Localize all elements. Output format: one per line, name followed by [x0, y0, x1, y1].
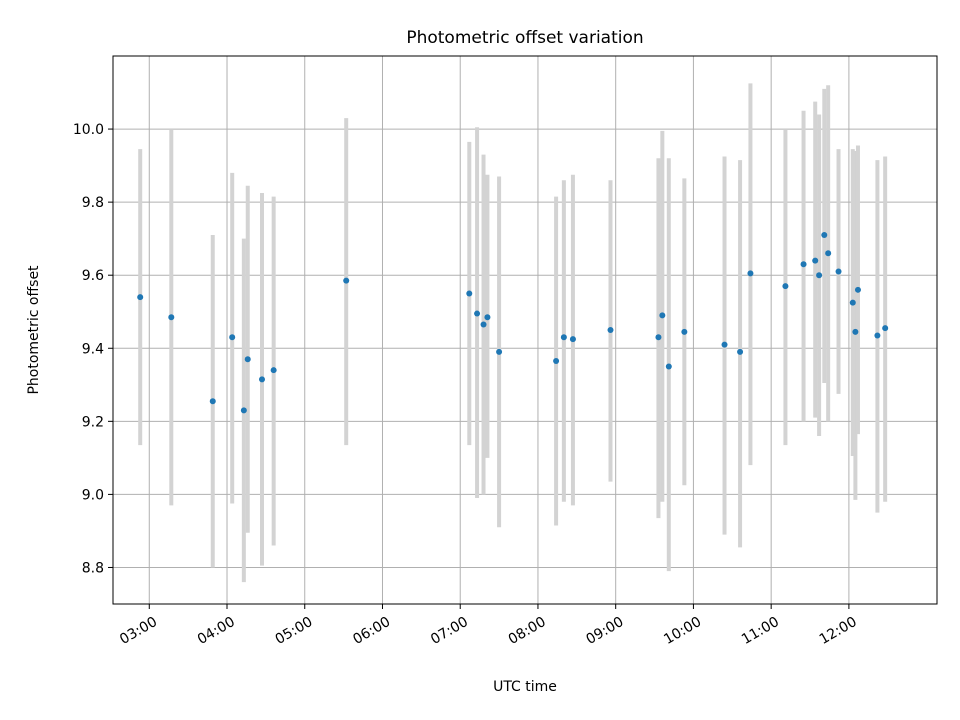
data-point [782, 283, 789, 290]
data-point [852, 328, 859, 335]
y-tick-label: 9.8 [82, 195, 104, 211]
chart-title: Photometric offset variation [406, 28, 643, 48]
data-point [747, 270, 754, 277]
data-point [466, 290, 473, 297]
y-tick-label: 9.2 [82, 414, 104, 430]
data-point [244, 356, 251, 363]
y-axis: 8.8 9.0 9.2 9.4 9.6 9.8 10.0 [73, 122, 113, 576]
x-axis: 03:00 04:00 05:00 06:00 07:00 08:00 09:00 10:00… [117, 604, 860, 648]
data-point [681, 328, 688, 335]
data-point [484, 314, 491, 321]
y-tick-label: 9.4 [82, 341, 104, 357]
data-point [874, 332, 881, 339]
data-point [825, 250, 832, 257]
x-tick-label: 10:00 [661, 614, 704, 648]
data-point [560, 334, 567, 341]
data-point [854, 286, 861, 293]
data-point [737, 348, 744, 355]
x-tick-label: 08:00 [506, 614, 549, 648]
data-point [553, 358, 560, 365]
data-point [480, 321, 487, 328]
data-point [240, 407, 247, 414]
data-point [665, 363, 672, 370]
data-point [209, 398, 216, 405]
data-point [659, 312, 666, 319]
data-point [496, 348, 503, 355]
data-point [816, 272, 823, 279]
x-tick-label: 09:00 [584, 614, 627, 648]
x-tick-label: 11:00 [739, 614, 782, 648]
data-point [168, 314, 175, 321]
x-tick-label: 04:00 [195, 614, 238, 648]
y-tick-label: 8.8 [82, 560, 104, 576]
y-tick-label: 10.0 [73, 122, 104, 138]
data-point [270, 367, 277, 374]
data-point [812, 257, 819, 264]
data-point [721, 341, 728, 348]
x-tick-label: 03:00 [117, 614, 160, 648]
grid [113, 56, 937, 604]
data-point [474, 310, 481, 317]
data-point [137, 294, 144, 301]
data-point [343, 277, 350, 284]
data-point [800, 261, 807, 268]
data-point [849, 299, 856, 306]
x-tick-label: 05:00 [273, 614, 316, 648]
x-tick-label: 07:00 [428, 614, 471, 648]
y-tick-label: 9.6 [82, 268, 104, 284]
data-point [607, 327, 614, 333]
plot-frame [112, 55, 938, 605]
y-tick-label: 9.0 [82, 487, 104, 503]
error-bars [138, 83, 888, 583]
data-point [835, 268, 842, 275]
data-point [229, 334, 236, 341]
data-points [137, 232, 889, 414]
y-axis-label: Photometric offset [26, 265, 42, 395]
x-tick-label: 06:00 [350, 614, 393, 648]
x-axis-label: UTC time [493, 679, 557, 695]
data-point [569, 336, 576, 343]
x-tick-label: 12:00 [817, 614, 860, 648]
data-point [655, 334, 662, 341]
data-point [821, 232, 828, 239]
data-point [882, 325, 889, 332]
data-point [258, 376, 265, 383]
